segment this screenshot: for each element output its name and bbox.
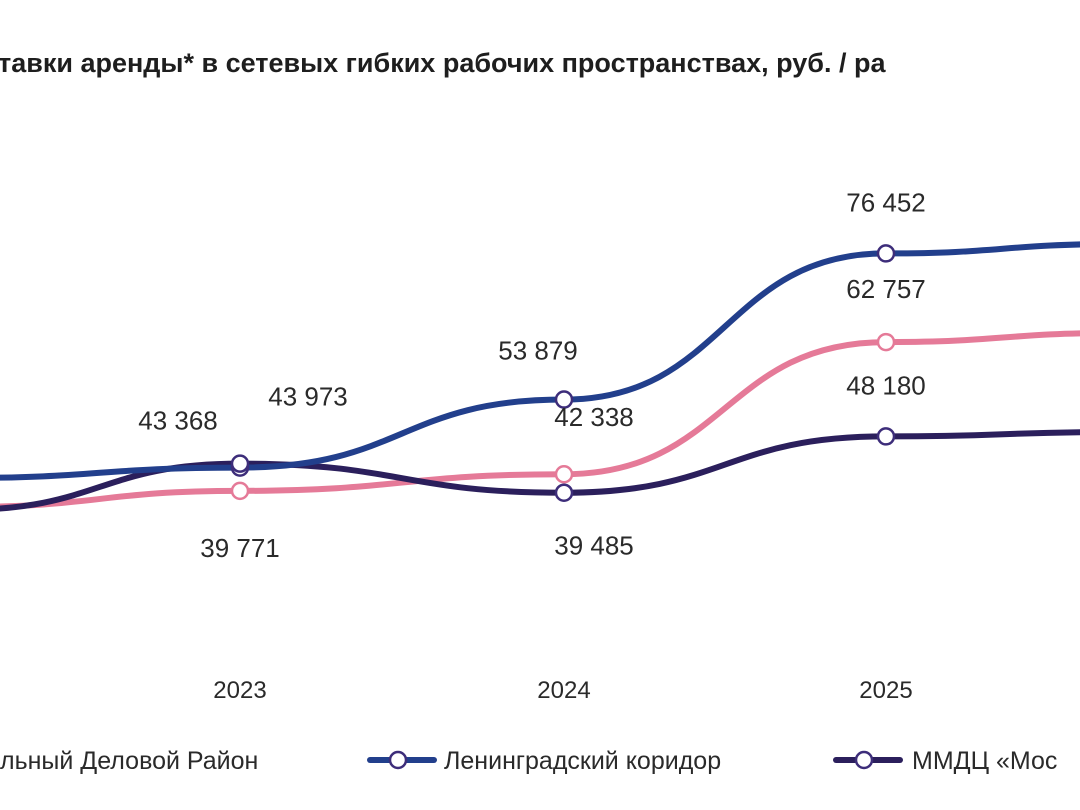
series-points	[230, 244, 896, 502]
data-point	[554, 390, 574, 409]
data-point	[876, 244, 896, 263]
data-point	[230, 454, 250, 473]
data-label: 39 485	[554, 531, 634, 561]
legend-swatch-marker	[854, 750, 874, 770]
legend-item: Ленинградский коридор	[367, 747, 721, 775]
legend-item: льный Деловой Район	[0, 747, 258, 775]
data-label: 42 338	[554, 402, 634, 432]
legend-label: ММДЦ «Мос	[912, 747, 1057, 775]
legend-label: льный Деловой Район	[0, 747, 258, 775]
data-point	[876, 427, 896, 446]
data-label: 43 368	[138, 406, 218, 436]
legend-item: ММДЦ «Мос	[833, 747, 1057, 775]
data-point	[230, 481, 250, 501]
legend: льный Деловой Район Ленинградский коридор…	[0, 747, 1057, 775]
data-point	[554, 483, 574, 502]
data-point	[554, 464, 574, 484]
legend-swatch-marker	[388, 750, 408, 770]
data-label: 53 879	[498, 336, 578, 366]
x-tick-label: 2025	[859, 677, 912, 704]
data-point	[876, 332, 896, 352]
data-label: 62 757	[846, 274, 926, 304]
legend-label: Ленинградский коридор	[444, 747, 721, 775]
chart-title: тавки аренды* в сетевых гибких рабочих п…	[0, 48, 886, 78]
data-labels: 39 771 42 338 62 757 43 368 53 879 76 452 43 9…	[138, 187, 926, 562]
x-tick-label: 2023	[213, 677, 266, 704]
data-label: 48 180	[846, 370, 926, 400]
data-label: 39 771	[200, 533, 280, 563]
x-axis-ticks: 2023 2024 2025	[213, 677, 912, 704]
x-tick-label: 2024	[537, 677, 590, 704]
data-label: 43 973	[268, 382, 348, 412]
data-label: 76 452	[846, 187, 926, 217]
